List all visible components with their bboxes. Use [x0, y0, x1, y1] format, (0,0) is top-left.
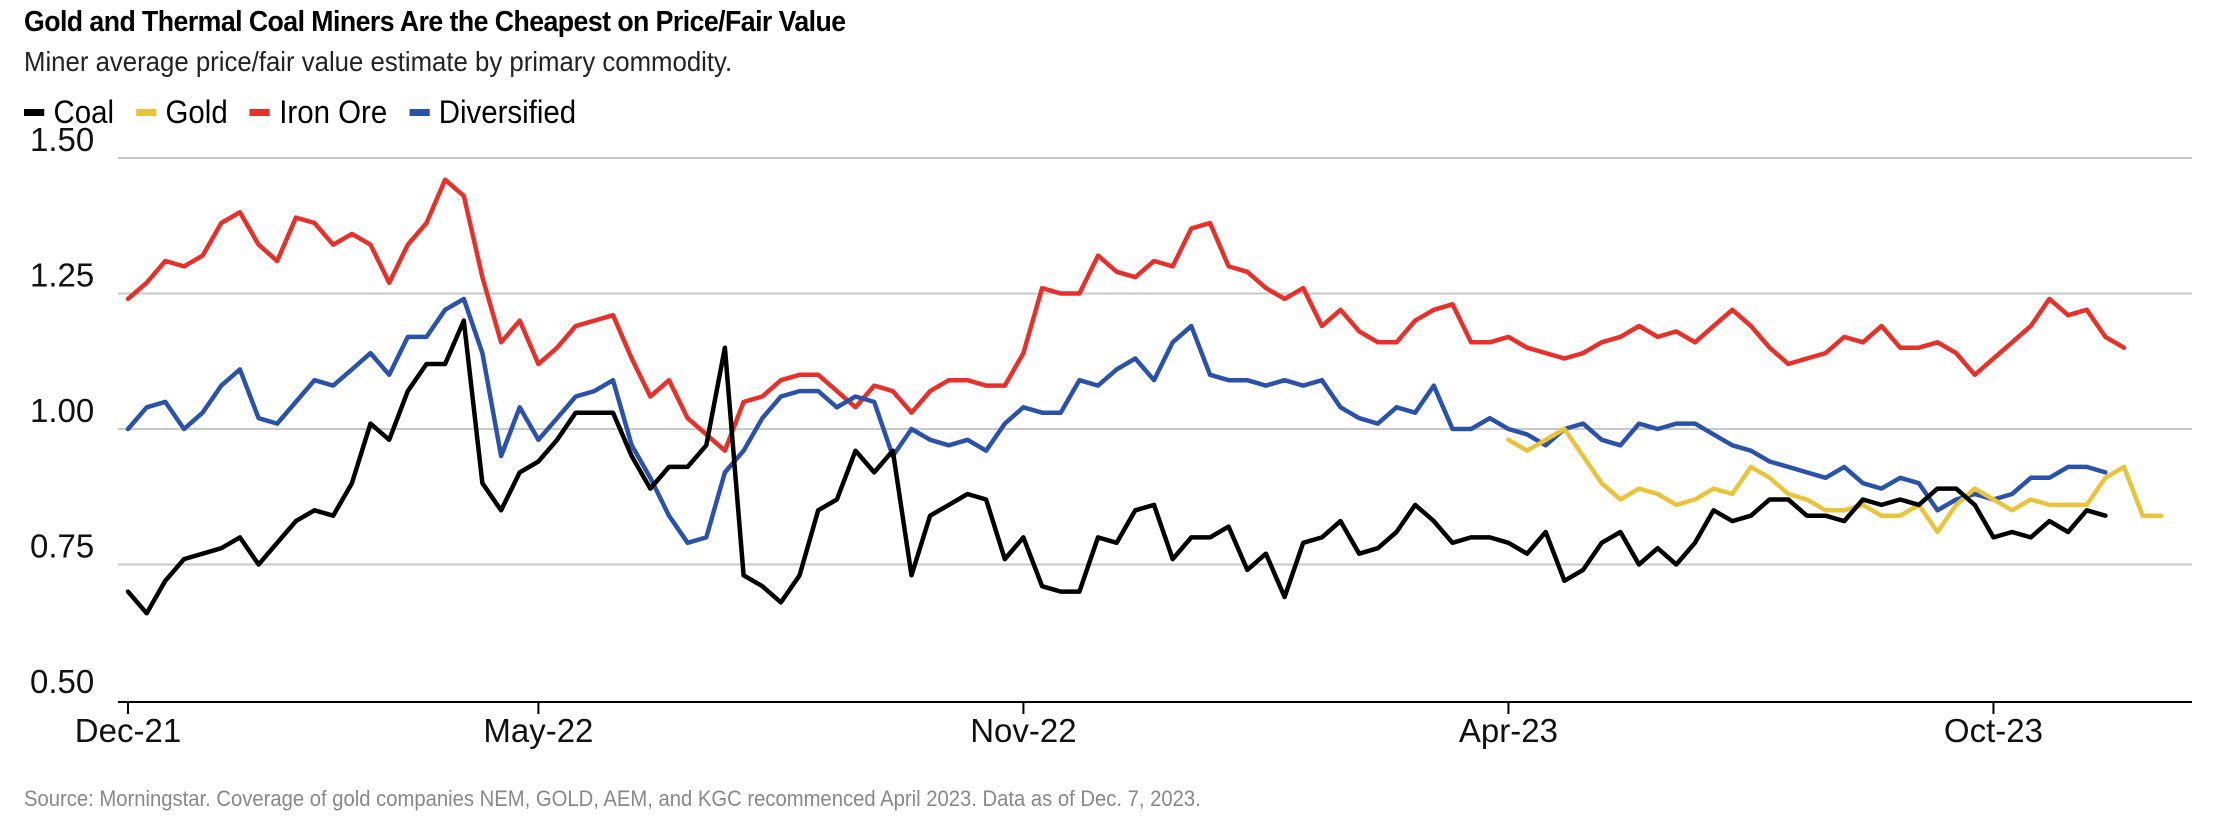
chart-title: Gold and Thermal Coal Miners Are the Che… [24, 6, 846, 38]
legend-label-iron-ore: Iron Ore [279, 94, 388, 130]
legend-item-diversified: Diversified [409, 94, 576, 131]
y-tick-label: 1.25 [30, 257, 94, 294]
x-axis-ticks: Dec-21 May-22 Nov-22 Apr-23 Oct-23 [75, 702, 2043, 749]
y-tick-label: 1.50 [30, 121, 94, 158]
legend-label-gold: Gold [165, 94, 228, 130]
series-line-iron-ore [125, 177, 2127, 453]
series-line-coal [125, 318, 2108, 616]
x-tick-label: Oct-23 [1944, 712, 2043, 749]
legend: Coal Gold Iron Ore Diversified [24, 94, 576, 131]
y-axis-tick-labels: 0.50 0.75 1.00 1.25 1.50 [30, 121, 94, 700]
legend-item-coal: Coal [24, 94, 114, 131]
source-note: Source: Morningstar. Coverage of gold co… [24, 786, 1201, 811]
x-tick-label: Apr-23 [1459, 712, 1558, 749]
y-tick-label: 0.50 [30, 663, 94, 700]
gridlines [118, 157, 2192, 703]
legend-swatch-gold [136, 109, 157, 116]
series-line-gold [1506, 426, 2164, 535]
x-tick-label: Dec-21 [75, 712, 181, 749]
legend-swatch-coal [24, 109, 45, 116]
series-lines [125, 177, 2164, 616]
legend-swatch-iron-ore [249, 109, 271, 116]
legend-swatch-diversified [409, 109, 430, 116]
x-tick-label: Nov-22 [970, 712, 1076, 749]
y-tick-label: 1.00 [30, 392, 94, 429]
line-chart: 0.50 0.75 1.00 1.25 1.50 Dec-21 May-22 Nov-22 A… [30, 121, 2192, 749]
legend-item-iron-ore: Iron Ore [249, 94, 388, 131]
legend-item-gold: Gold [136, 94, 228, 131]
series-line-diversified [125, 296, 2108, 546]
legend-label-diversified: Diversified [438, 94, 577, 130]
x-tick-label: May-22 [483, 712, 593, 749]
chart-subtitle: Miner average price/fair value estimate … [24, 46, 733, 77]
y-tick-label: 0.75 [30, 528, 94, 565]
legend-label-coal: Coal [53, 94, 114, 130]
